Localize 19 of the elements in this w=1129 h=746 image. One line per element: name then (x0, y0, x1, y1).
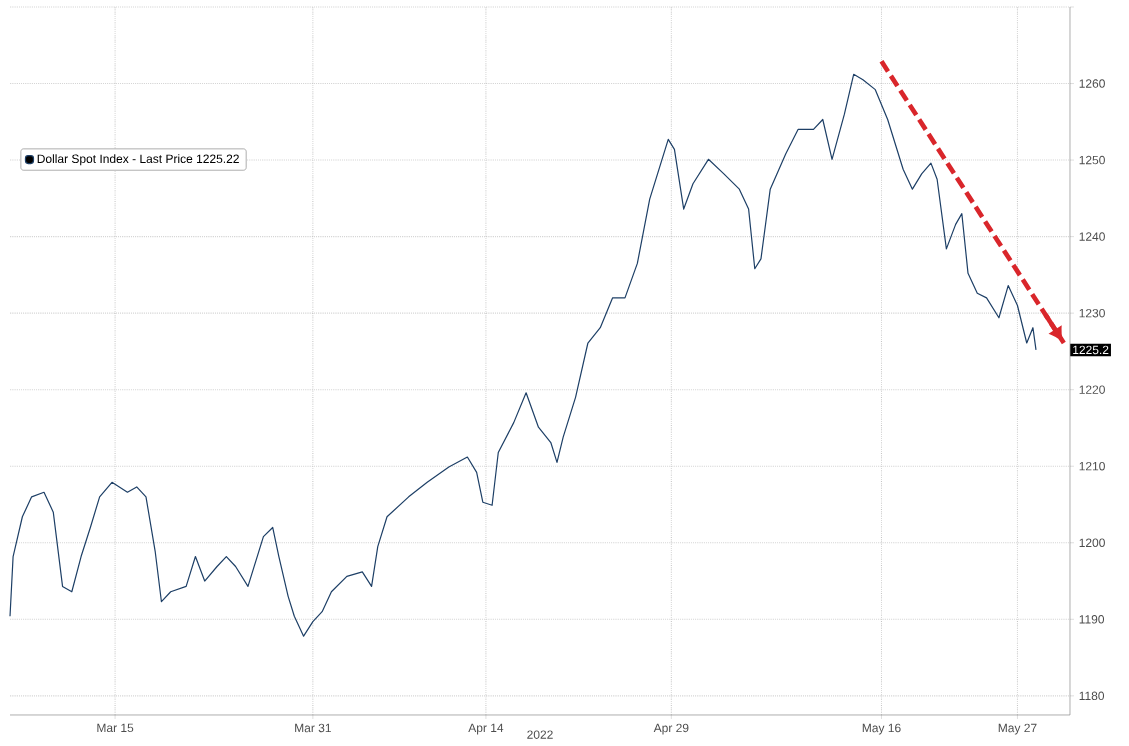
x-tick-label: Mar 31 (295, 723, 331, 733)
x-tick-label: Apr 14 (468, 723, 504, 735)
y-tick-label: 1240 (1079, 232, 1105, 241)
x-tick-label: Apr 29 (653, 723, 689, 735)
y-tick-label: 1230 (1079, 308, 1105, 318)
y-tick-label: 1220 (1079, 385, 1105, 394)
y-tick-label: 1200 (1079, 538, 1105, 548)
annotation: 1225.2 (1073, 345, 1109, 355)
y-tick-label: 1180 (1079, 691, 1105, 701)
x-tick-label: Mar 15 (97, 723, 134, 733)
line-series (9, 73, 1037, 637)
y-tick-label: 1260 (1079, 79, 1105, 88)
x-tick-label: May 27 (998, 723, 1037, 735)
y-tick-label: 1210 (1079, 461, 1105, 471)
x-tick-label: May 16 (862, 723, 901, 735)
y-tick-label: 1250 (1079, 155, 1105, 165)
y-tick-label: 1190 (1079, 615, 1105, 624)
x-axis-title: 2022 (527, 730, 553, 739)
legend-label: Dollar Spot Index - Last Price 1225.22 (37, 154, 239, 166)
